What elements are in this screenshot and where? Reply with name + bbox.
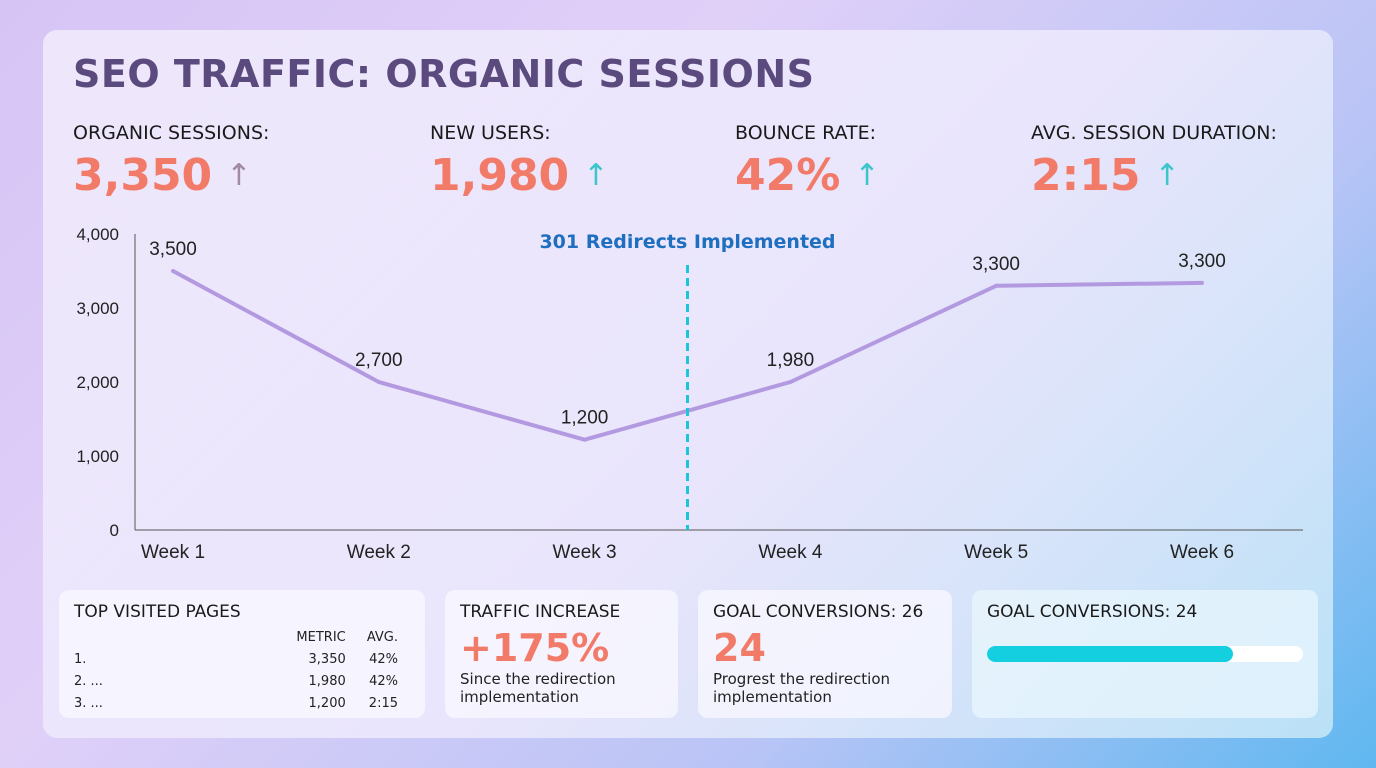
progress-fill — [987, 646, 1234, 662]
y-tick-label: 1,000 — [76, 447, 119, 466]
header-cell: AVG. — [366, 629, 398, 645]
kpi-avg-session-duration: AVG. SESSION DURATION: 2:15 ↑ — [1031, 122, 1277, 201]
kpi-new-users: NEW USERS: 1,980 ↑ — [430, 122, 608, 201]
cell: 1,200 — [308, 695, 346, 711]
y-tick-label: 3,000 — [76, 299, 119, 318]
table-header-row: METRIC AVG. — [74, 626, 404, 648]
x-tick-label: Week 1 — [141, 542, 205, 563]
progress-bar — [987, 646, 1303, 662]
x-tick-label: Week 2 — [347, 542, 411, 563]
table-row[interactable]: 2. ... 1,980 42% — [74, 670, 404, 692]
y-tick-label: 2,000 — [76, 373, 119, 392]
top-visited-pages-panel: TOP VISITED PAGES METRIC AVG. 1. 3,350 42% … — [59, 590, 425, 718]
top-pages-table: METRIC AVG. 1. 3,350 42% 2. ... 1,980 42% 3. … — [74, 626, 404, 714]
y-tick-label: 0 — [110, 521, 119, 540]
cell: 42% — [369, 651, 398, 667]
goal-conversions-subtitle: Progrest the redirection implementation — [713, 670, 891, 706]
header-cell: METRIC — [296, 629, 346, 645]
data-point — [376, 380, 381, 384]
panel-title: TOP VISITED PAGES — [74, 602, 241, 622]
kpi-label: ORGANIC SESSIONS: — [73, 122, 270, 144]
line-chart: 0 1,000 2,000 3,000 4,000 Week 1 Week 2 Week 3 W… — [76, 225, 1303, 563]
data-label: 3,300 — [1178, 251, 1226, 272]
kpi-label: NEW USERS: — [430, 122, 551, 144]
data-point — [994, 283, 999, 288]
kpi-bounce-rate: BOUNCE RATE: 42% ↑ — [735, 122, 879, 201]
x-tick-label: Week 4 — [758, 542, 823, 563]
cell: 42% — [369, 673, 398, 689]
traffic-increase-value: +175% — [460, 626, 610, 670]
kpi-label: BOUNCE RATE: — [735, 122, 877, 144]
kpi-label: AVG. SESSION DURATION: — [1031, 122, 1277, 144]
y-tick-label: 4,000 — [76, 225, 119, 244]
cell: 3. ... — [74, 695, 103, 711]
kpi-organic-sessions: ORGANIC SESSIONS: 3,350 ↑ — [73, 122, 269, 201]
traffic-increase-subtitle: Since the redirection implementation — [460, 670, 616, 706]
data-label: 2,700 — [355, 350, 403, 371]
arrow-up-icon: ↑ — [854, 158, 880, 193]
data-point — [788, 380, 793, 384]
goal-conversions-progress-panel: GOAL CONVERSIONS: 24 — [972, 590, 1318, 718]
data-label: 1,200 — [561, 408, 609, 429]
cell: 3,350 — [308, 651, 346, 667]
page-title: SEO TRAFFIC: ORGANIC SESSIONS — [73, 52, 815, 96]
traffic-increase-panel: TRAFFIC INCREASE +175% Since the redirec… — [445, 590, 678, 718]
cell: 1. — [74, 651, 87, 667]
arrow-up-icon: ↑ — [226, 158, 252, 193]
goal-conversions-value: 24 — [713, 626, 766, 670]
panel-title: GOAL CONVERSIONS: 26 — [713, 602, 924, 622]
data-label: 1,980 — [767, 350, 815, 371]
kpi-value: 3,350 — [73, 150, 213, 201]
data-point — [582, 437, 587, 442]
x-tick-label: Week 5 — [964, 542, 1028, 563]
kpi-value: 1,980 — [430, 150, 570, 201]
x-tick-label: Week 6 — [1170, 542, 1234, 563]
dashboard-card: SEO TRAFFIC: ORGANIC SESSIONS ORGANIC SE… — [43, 30, 1333, 738]
arrow-up-icon: ↑ — [1154, 158, 1180, 193]
table-row[interactable]: 1. 3,350 42% — [74, 648, 404, 670]
data-point — [1200, 280, 1204, 285]
panel-title: TRAFFIC INCREASE — [460, 602, 621, 622]
kpi-value: 42% — [735, 150, 841, 201]
data-label: 3,500 — [149, 239, 197, 260]
data-point — [171, 269, 175, 273]
annotation-label: 301 Redirects Implemented — [539, 231, 835, 253]
cell: 2:15 — [368, 695, 398, 711]
cell: 2. ... — [74, 673, 103, 689]
data-label: 3,300 — [972, 254, 1020, 275]
goal-conversions-panel: GOAL CONVERSIONS: 26 24 Progrest the red… — [698, 590, 952, 718]
panel-title: GOAL CONVERSIONS: 24 — [987, 602, 1198, 622]
x-tick-label: Week 3 — [553, 542, 617, 563]
cell: 1,980 — [308, 673, 346, 689]
arrow-up-icon: ↑ — [583, 158, 609, 193]
table-row[interactable]: 3. ... 1,200 2:15 — [74, 692, 404, 714]
kpi-value: 2:15 — [1031, 150, 1141, 201]
header-cell — [74, 626, 274, 648]
